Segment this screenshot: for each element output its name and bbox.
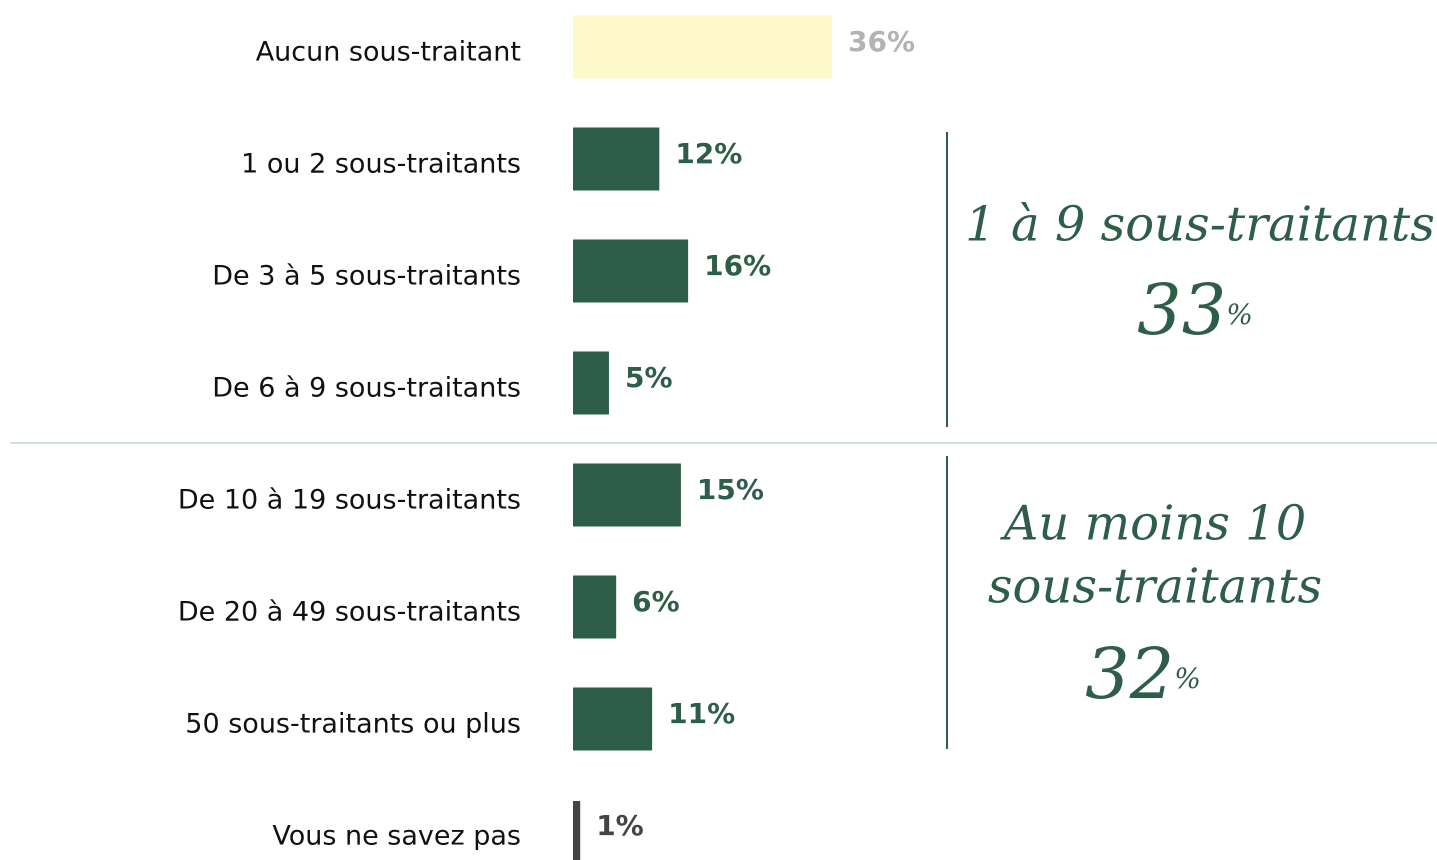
bar: [573, 239, 689, 303]
bar: [573, 351, 609, 415]
annotation-number: 33: [1137, 269, 1226, 351]
bar: [573, 127, 660, 191]
value-label: 1%: [596, 809, 644, 842]
annotation-value: 32%: [1085, 633, 1201, 715]
bar: [573, 15, 832, 79]
annotation-text: sous-traitants: [988, 559, 1322, 615]
bar: [573, 463, 681, 527]
category-label: 1 ou 2 sous-traitants: [241, 149, 521, 180]
category-label: 50 sous-traitants ou plus: [185, 709, 521, 740]
category-label: De 20 à 49 sous-traitants: [178, 597, 521, 628]
category-label: Aucun sous-traitant: [256, 37, 521, 68]
value-label: 15%: [697, 473, 764, 506]
category-label: De 6 à 9 sous-traitants: [212, 373, 521, 404]
annotation-unit: %: [1226, 298, 1253, 331]
annotation-text: Au moins 10: [1000, 496, 1306, 552]
value-label: 36%: [848, 25, 915, 58]
annotation-unit: %: [1174, 662, 1201, 695]
value-label: 5%: [625, 361, 673, 394]
bar: [573, 687, 653, 751]
value-label: 16%: [704, 249, 771, 282]
annotation-text: 1 à 9 sous-traitants: [965, 197, 1435, 253]
bar: [573, 575, 617, 639]
category-label: De 10 à 19 sous-traitants: [178, 485, 521, 516]
value-label: 11%: [668, 697, 735, 730]
category-label: De 3 à 5 sous-traitants: [212, 261, 521, 292]
value-label: 6%: [632, 585, 680, 618]
bar: [573, 801, 581, 860]
annotation-number: 32: [1085, 633, 1174, 715]
category-label: Vous ne savez pas: [272, 821, 521, 852]
value-label: 12%: [675, 137, 742, 170]
annotation-value: 33%: [1137, 269, 1253, 351]
